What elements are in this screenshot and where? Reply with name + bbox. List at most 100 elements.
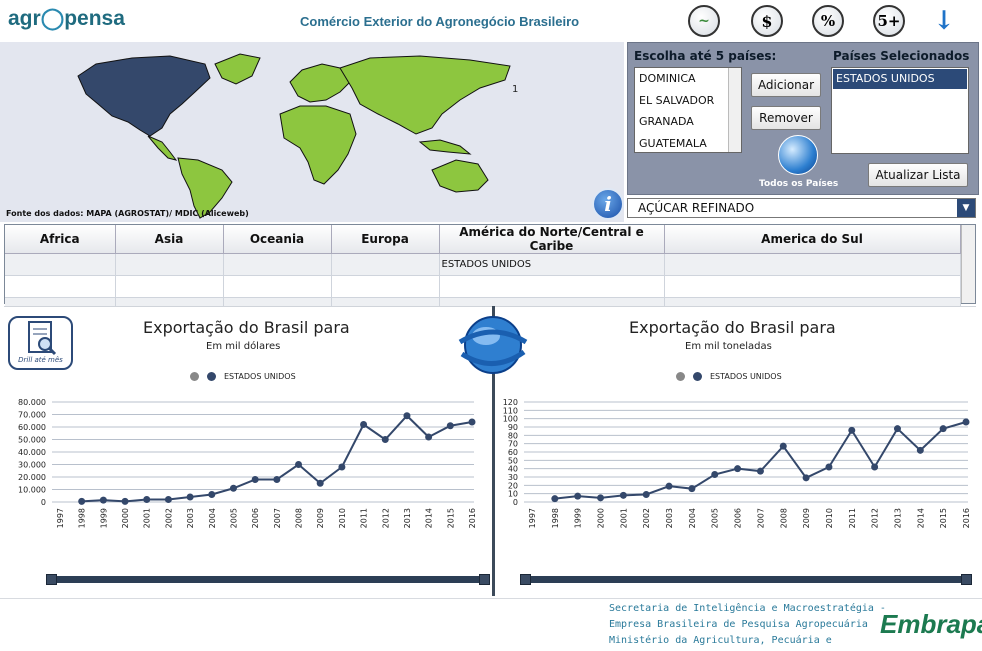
table-cell [664,253,961,276]
indonesia-region[interactable] [418,139,472,155]
column-header[interactable]: America do Sul [664,225,961,254]
legend-label: ESTADOS UNIDOS [224,372,296,381]
greenland-region[interactable] [214,53,261,85]
chart-left-plot[interactable]: 0 10.000 20.000 30.000 40.000 50.000 60.000 70.… [4,394,484,544]
column-header[interactable]: América do Norte/Central e Caribe [439,225,665,254]
x-tick-label: 2004 [688,508,697,528]
x-tick-label: 2009 [802,508,811,528]
south-america-region[interactable] [177,157,233,219]
y-tick-label: 40 [508,465,518,474]
chart-right-slider[interactable] [520,574,972,585]
y-tick-label: 70.000 [18,411,46,420]
world-map[interactable]: 1 [0,42,624,222]
data-point [551,495,559,503]
data-point [597,494,605,502]
chevron-down-icon[interactable]: ▼ [957,199,975,217]
x-tick-label: 2003 [665,508,674,528]
add-button[interactable]: Adicionar [751,73,821,97]
all-countries-globe-icon[interactable] [778,135,818,175]
x-tick-label: 2007 [756,508,765,528]
x-tick-label: 2012 [871,508,880,528]
drill-month-button[interactable]: Drill até mês [8,316,73,370]
country-listbox[interactable]: DOMINICA EL SALVADOR GRANADA GUATEMALA [634,67,742,153]
all-countries-label[interactable]: Todos os Países [759,179,839,189]
data-point [711,471,719,478]
y-tick-label: 50.000 [18,436,46,445]
chart-icon[interactable]: ~ [688,5,720,37]
oceania-region[interactable] [431,159,489,193]
asia-region[interactable] [339,55,511,135]
country-list-scrollbar[interactable] [728,68,741,152]
data-point [916,446,924,454]
table-cell [223,275,332,298]
column-header[interactable]: Africa [5,225,116,254]
logo-text-post: pensa [64,7,125,30]
table-row[interactable]: ESTADOS UNIDOS [5,253,961,276]
x-tick-label: 1997 [56,508,65,528]
chart-icon-glyph: ~ [698,13,710,29]
table-cell: ESTADOS UNIDOS [439,253,665,276]
list-item[interactable]: GUATEMALA [639,136,707,150]
data-point [143,496,151,503]
data-point [425,433,433,441]
chart-right-legend: ESTADOS UNIDOS [676,372,782,381]
column-header[interactable]: Europa [331,225,440,254]
x-tick-label: 2001 [619,508,628,528]
download-arrow-glyph: ↓ [933,6,955,36]
data-point [619,491,627,499]
chart-left-legend: ESTADOS UNIDOS [190,372,296,381]
choose-countries-label: Escolha até 5 países: [634,49,777,63]
money-icon[interactable]: $ [751,5,783,37]
data-point [229,484,237,492]
list-item[interactable]: DOMINICA [639,72,696,85]
footer-line: Ministério da Agricultura, Pecuária e [609,635,832,646]
remove-button[interactable]: Remover [751,106,821,130]
x-tick-label: 2008 [295,508,304,528]
selected-countries-listbox[interactable]: ESTADOS UNIDOS [831,67,969,154]
x-tick-label: 2014 [425,508,434,528]
x-tick-label: 2002 [642,508,651,528]
header: agr◯pensa Comércio Exterior do Agronegóc… [0,0,982,42]
slider-handle-left[interactable] [46,574,57,585]
x-tick-label: 2008 [779,508,788,528]
x-tick-label: 1999 [574,508,583,528]
list-item[interactable]: EL SALVADOR [639,93,715,107]
list-item[interactable]: ESTADOS UNIDOS [833,69,967,89]
x-tick-label: 2011 [360,508,369,528]
chart-left-slider[interactable] [46,574,490,585]
slider-handle-right[interactable] [961,574,972,585]
europe-region[interactable] [289,63,353,103]
list-item[interactable]: GRANADA [639,115,694,128]
top5-icon[interactable]: 5+ [873,5,905,37]
slider-handle-left[interactable] [520,574,531,585]
x-tick-label: 2000 [121,508,130,528]
data-point [962,418,970,426]
africa-region[interactable] [279,105,357,185]
download-arrow-icon[interactable]: ↓ [928,5,960,37]
central-america-region[interactable] [147,135,178,161]
data-point [871,463,879,471]
y-tick-label: 20.000 [18,473,46,482]
data-point [734,465,742,473]
refresh-list-button[interactable]: Atualizar Lista [868,163,968,187]
north-america-region[interactable] [77,55,211,137]
slider-handle-right[interactable] [479,574,490,585]
info-icon[interactable]: i [592,188,624,220]
percent-icon[interactable]: % [812,5,844,37]
logo-text-pre: agr [8,7,41,30]
product-dropdown[interactable]: AÇÚCAR REFINADO ▼ [627,198,976,218]
column-header[interactable]: Oceania [223,225,332,254]
table-cell [664,275,961,298]
grid-scrollbar[interactable] [961,225,975,303]
table-cell [331,253,440,276]
table-row[interactable] [5,275,961,298]
y-tick-label: 100 [503,415,518,424]
refresh-globe-icon[interactable] [456,312,530,378]
legend-dot [693,372,702,381]
page-title: Comércio Exterior do Agronegócio Brasile… [300,14,580,29]
data-point [164,496,172,503]
column-header[interactable]: Asia [115,225,224,254]
footer: Secretaria de Inteligência e Macroestrat… [0,598,982,651]
x-tick-label: 1998 [78,508,87,528]
